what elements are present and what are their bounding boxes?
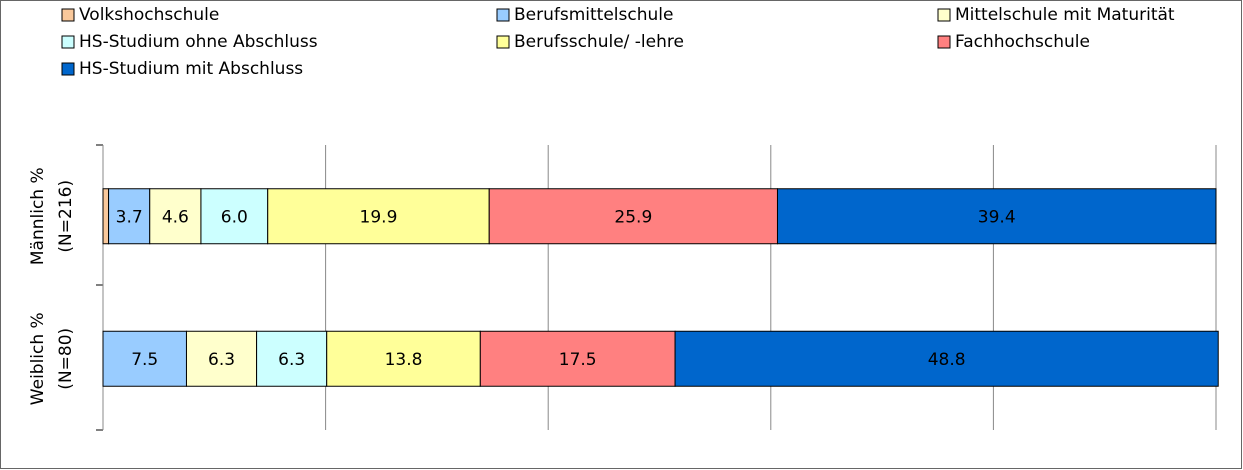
- legend-swatch: [61, 8, 75, 22]
- bar-segment: [674, 330, 1219, 387]
- bar-segment: [102, 188, 110, 245]
- data-label: 6.0: [221, 207, 248, 227]
- data-label: 17.5: [559, 350, 597, 370]
- legend-label: HS-Studium mit Abschluss: [79, 59, 303, 79]
- data-label: 6.3: [278, 350, 305, 370]
- y-tick-label: Männlich %: [28, 167, 48, 265]
- legend-label: HS-Studium ohne Abschluss: [79, 32, 318, 52]
- bar-segment: [326, 330, 481, 387]
- bar-segment: [256, 330, 328, 387]
- legend-swatch: [61, 35, 75, 49]
- bar-segment: [185, 330, 258, 387]
- bar-segment: [200, 188, 269, 245]
- bar-segment: [149, 188, 202, 245]
- legend-label: Mittelschule mit Maturität: [955, 5, 1175, 25]
- y-tick-label: (N=80): [56, 328, 76, 390]
- legend-label: Berufsschule/ -lehre: [514, 32, 684, 52]
- legend-swatch: [496, 8, 510, 22]
- bar-segment: [776, 188, 1217, 245]
- data-label: 25.9: [614, 207, 652, 227]
- legend-swatch: [61, 62, 75, 76]
- legend-label: Fachhochschule: [955, 32, 1090, 52]
- bar-segment: [488, 188, 778, 245]
- data-label: 6.3: [208, 350, 235, 370]
- y-tick-label: (N=216): [56, 180, 76, 253]
- data-label: 19.9: [360, 207, 398, 227]
- data-label: 13.8: [385, 350, 423, 370]
- legend-swatch: [937, 8, 951, 22]
- data-label: 7.5: [131, 350, 158, 370]
- bar-segment: [479, 330, 676, 387]
- legend-label: Berufsmittelschule: [514, 5, 673, 25]
- y-tick-label: Weiblich %: [28, 312, 48, 405]
- legend-label: Volkshochschule: [79, 5, 219, 25]
- legend-swatch: [496, 35, 510, 49]
- bar-segment: [108, 188, 151, 245]
- legend-swatch: [937, 35, 951, 49]
- data-label: 48.8: [928, 350, 966, 370]
- bar-segment: [102, 330, 187, 387]
- data-label: 3.7: [116, 207, 143, 227]
- data-label: 4.6: [162, 207, 189, 227]
- bar-segment: [267, 188, 490, 245]
- data-label: 39.4: [978, 207, 1016, 227]
